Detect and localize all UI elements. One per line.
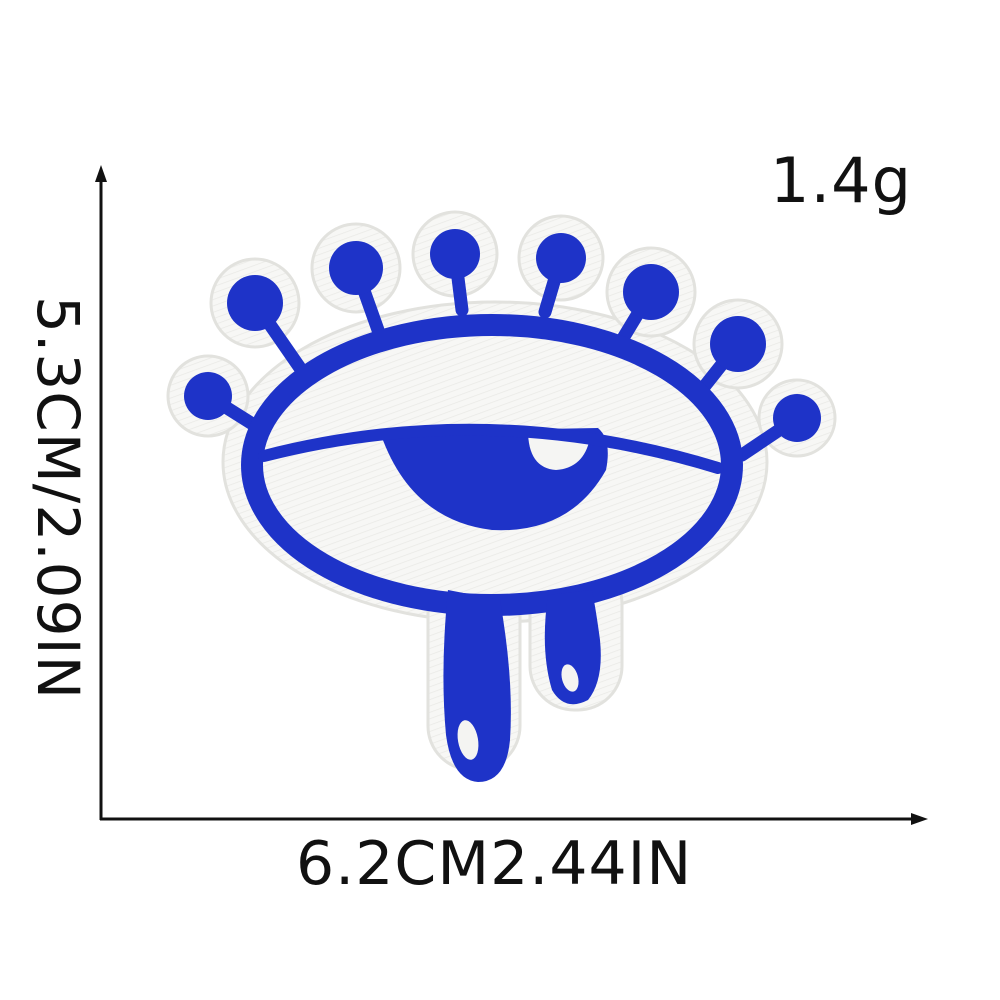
arrow-up-icon [95,165,107,182]
weight-label: 1.4g [770,144,912,217]
height-dimension-label: 5.3CM/2.09IN [24,296,92,700]
horizontal-axis [100,813,928,825]
evil-eye-patch-icon [166,210,837,782]
width-dimension-label: 6.2CM2.44IN [296,829,693,899]
vertical-axis [95,165,107,820]
arrow-right-icon [911,813,928,825]
